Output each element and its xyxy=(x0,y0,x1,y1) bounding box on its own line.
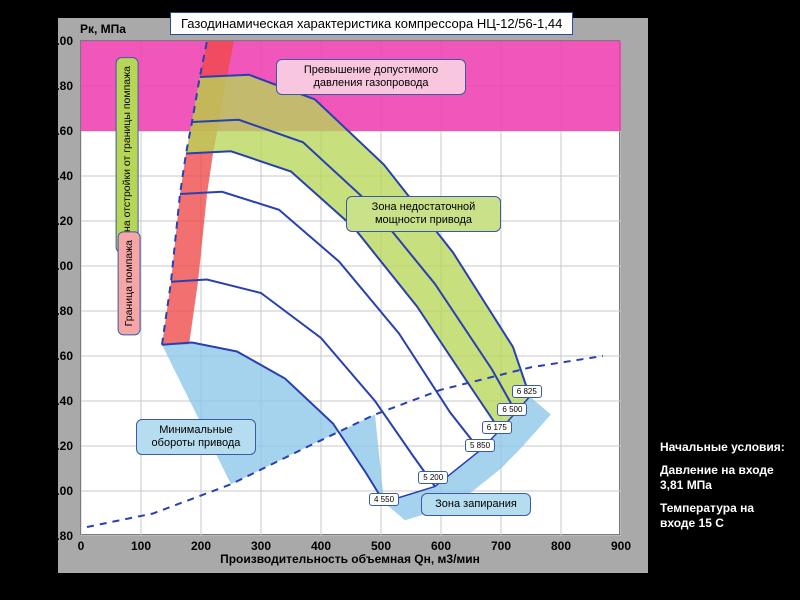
side-heading: Начальные условия: xyxy=(660,440,790,455)
zone-label-min_rpm: Минимальные обороты привода xyxy=(136,419,256,455)
xtick: 900 xyxy=(611,539,631,553)
xtick: 500 xyxy=(371,539,391,553)
rpm-label: 6 825 xyxy=(512,385,542,398)
rpm-label: 5 200 xyxy=(418,471,448,484)
zone-label-surge_border: Граница помпажа xyxy=(118,231,141,335)
side-temp: Температура на входе 15 С xyxy=(660,501,790,531)
ytick: 4.80 xyxy=(13,304,73,318)
chart-svg xyxy=(81,41,621,536)
rpm-label: 5 850 xyxy=(465,439,495,452)
ytick: 4.60 xyxy=(13,349,73,363)
xtick: 100 xyxy=(131,539,151,553)
ytick: 4.00 xyxy=(13,484,73,498)
chart-title-box: Газодинамическая характеристика компресс… xyxy=(170,12,573,35)
rpm-label: 4 550 xyxy=(369,493,399,506)
rpm-label: 6 500 xyxy=(497,403,527,416)
xaxis-label: Производительность объемная Qн, м3/мин xyxy=(220,552,480,566)
xtick: 800 xyxy=(551,539,571,553)
xtick: 700 xyxy=(491,539,511,553)
xtick: 200 xyxy=(191,539,211,553)
ytick: 4.40 xyxy=(13,394,73,408)
xtick: 300 xyxy=(251,539,271,553)
zone-label-lock: Зона запирания xyxy=(421,493,531,516)
side-conditions: Начальные условия: Давление на входе 3,8… xyxy=(660,440,790,539)
yaxis-label: Pк, МПа xyxy=(80,22,126,36)
ytick: 5.60 xyxy=(13,124,73,138)
ytick: 5.80 xyxy=(13,79,73,93)
plot-area: Производительность объемная Qн, м3/мин 3… xyxy=(80,40,620,535)
ytick: 5.20 xyxy=(13,214,73,228)
ytick: 6.00 xyxy=(13,34,73,48)
chart-title: Газодинамическая характеристика компресс… xyxy=(181,16,562,31)
xtick: 0 xyxy=(78,539,85,553)
side-pressure: Давление на входе 3,81 МПа xyxy=(660,463,790,493)
xtick: 600 xyxy=(431,539,451,553)
ytick: 5.00 xyxy=(13,259,73,273)
xtick: 400 xyxy=(311,539,331,553)
zone-label-pressure_over: Превышение допустимого давления газопров… xyxy=(276,59,466,95)
ytick: 5.40 xyxy=(13,169,73,183)
zone-label-power_low: Зона недостаточной мощности привода xyxy=(346,196,501,232)
ytick: 3.80 xyxy=(13,529,73,543)
zone-label-surge_offset: Зона отстройки от границы помпажа xyxy=(116,57,139,253)
ytick: 4.20 xyxy=(13,439,73,453)
rpm-label: 6 175 xyxy=(482,421,512,434)
